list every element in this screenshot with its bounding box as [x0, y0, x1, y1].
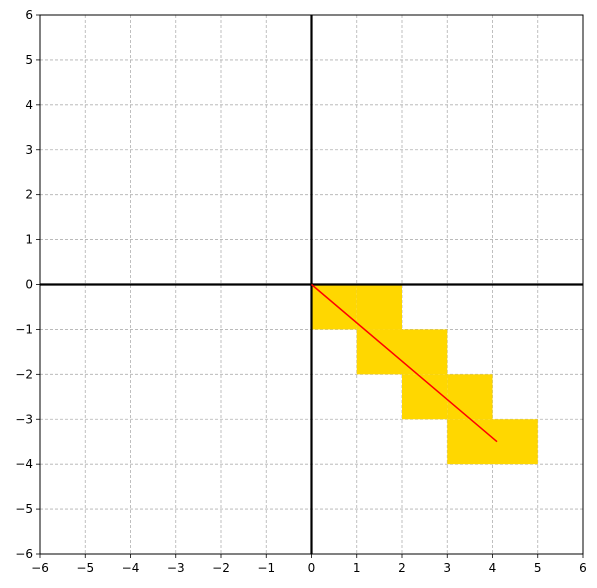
- x-tick-label: −2: [212, 561, 230, 575]
- filled-cell-2: [356, 329, 402, 375]
- y-tick-label: −5: [15, 502, 33, 516]
- y-tick-label: −6: [15, 547, 33, 561]
- y-tick-label: 5: [25, 53, 33, 67]
- x-tick-label: −3: [167, 561, 185, 575]
- x-tick-label: 4: [489, 561, 497, 575]
- x-tick-label: 0: [308, 561, 316, 575]
- x-tick-label: −4: [122, 561, 140, 575]
- filled-cell-6: [447, 419, 493, 465]
- y-tick-label: 2: [25, 188, 33, 202]
- x-tick-label: −5: [76, 561, 94, 575]
- filled-cell-1: [356, 284, 402, 330]
- filled-cell-4: [402, 374, 448, 420]
- y-tick-label: −4: [15, 457, 33, 471]
- x-tick-label: 3: [443, 561, 451, 575]
- y-tick-label: 3: [25, 143, 33, 157]
- x-tick-label: 5: [534, 561, 542, 575]
- x-tick-label: 2: [398, 561, 406, 575]
- y-tick-label: 6: [25, 8, 33, 22]
- x-tick-label: −1: [257, 561, 275, 575]
- filled-cell-5: [447, 374, 493, 420]
- y-tick-label: −2: [15, 367, 33, 381]
- y-tick-label: −3: [15, 412, 33, 426]
- filled-cell-7: [492, 419, 538, 465]
- red-line: [311, 283, 498, 443]
- x-ticks: −6 −5 −4 −3 −2 −1 0 1 2 3 4 5 6: [31, 554, 587, 575]
- y-tick-label: 1: [25, 233, 33, 247]
- x-tick-label: 6: [579, 561, 587, 575]
- y-tick-label: 0: [25, 278, 33, 292]
- y-tick-label: −1: [15, 322, 33, 336]
- x-tick-label: −6: [31, 561, 49, 575]
- data-line: [311, 283, 498, 443]
- x-tick-label: 1: [353, 561, 361, 575]
- filled-cell-0: [311, 284, 357, 330]
- y-tick-label: 4: [25, 98, 33, 112]
- y-ticks: −6 −5 −4 −3 −2 −1 0 1 2 3 4 5 6: [15, 8, 40, 561]
